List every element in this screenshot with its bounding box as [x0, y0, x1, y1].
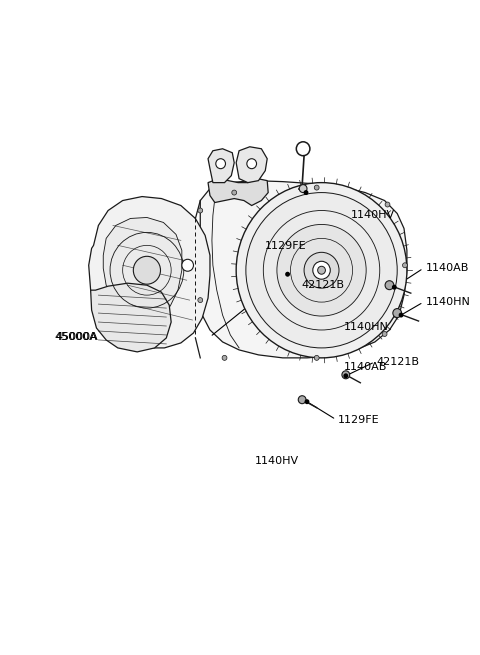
Circle shape	[403, 263, 408, 268]
Text: 1140HN: 1140HN	[425, 297, 470, 307]
Circle shape	[304, 252, 339, 288]
Polygon shape	[208, 179, 268, 206]
Circle shape	[303, 190, 309, 195]
Circle shape	[298, 396, 306, 403]
Circle shape	[343, 373, 348, 379]
Circle shape	[313, 261, 330, 279]
Text: 45000A: 45000A	[55, 332, 97, 342]
Text: 1129FE: 1129FE	[338, 415, 380, 424]
Text: 45000A: 45000A	[55, 332, 98, 343]
Circle shape	[232, 190, 237, 195]
Circle shape	[198, 297, 203, 303]
Circle shape	[392, 285, 397, 290]
Text: 1140AB: 1140AB	[344, 362, 387, 371]
Circle shape	[385, 281, 394, 290]
Circle shape	[216, 159, 226, 169]
Circle shape	[222, 356, 227, 360]
Circle shape	[133, 256, 160, 284]
Text: 1140AB: 1140AB	[425, 263, 468, 273]
Circle shape	[382, 331, 387, 337]
Circle shape	[198, 208, 203, 213]
Circle shape	[399, 312, 404, 318]
Text: 1140HV: 1140HV	[255, 456, 300, 466]
Circle shape	[182, 259, 193, 271]
Text: 42121B: 42121B	[377, 357, 420, 367]
Text: 1140HN: 1140HN	[344, 322, 388, 333]
Circle shape	[305, 399, 310, 404]
Circle shape	[393, 309, 402, 318]
Polygon shape	[197, 181, 407, 358]
Circle shape	[277, 225, 366, 316]
Circle shape	[314, 185, 319, 190]
Circle shape	[314, 356, 319, 360]
Circle shape	[247, 159, 256, 169]
Polygon shape	[208, 149, 234, 183]
Polygon shape	[91, 283, 171, 352]
Text: 1140HV: 1140HV	[351, 210, 395, 221]
Circle shape	[236, 183, 407, 358]
Text: 1129FE: 1129FE	[264, 241, 306, 251]
Circle shape	[285, 272, 290, 276]
Circle shape	[318, 267, 325, 274]
Polygon shape	[236, 147, 267, 183]
Polygon shape	[89, 196, 210, 348]
Polygon shape	[103, 217, 182, 317]
Circle shape	[385, 202, 390, 207]
Circle shape	[299, 185, 307, 193]
Circle shape	[342, 371, 349, 379]
Circle shape	[246, 193, 397, 348]
Text: 42121B: 42121B	[302, 280, 345, 290]
